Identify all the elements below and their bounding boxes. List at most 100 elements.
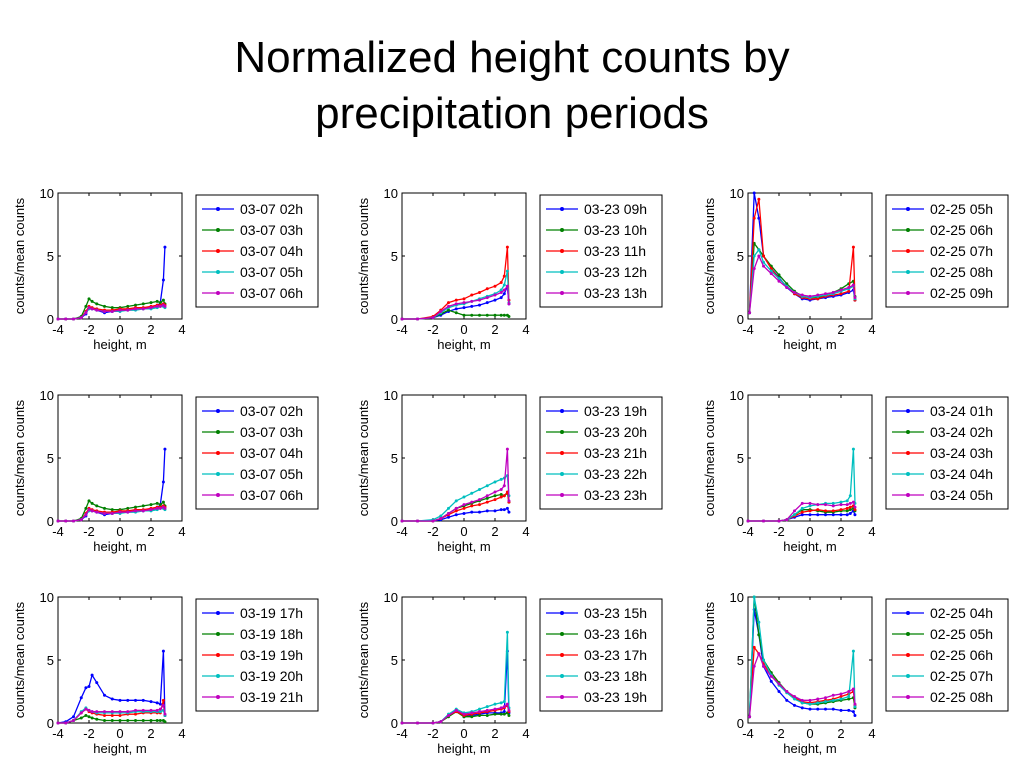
data-point	[853, 505, 857, 509]
data-point	[478, 707, 481, 711]
data-point	[134, 708, 137, 712]
data-point	[853, 296, 857, 300]
y-axis-label: counts/mean counts	[702, 601, 717, 718]
data-point	[845, 513, 849, 517]
legend-label: 02-25 05h	[930, 626, 993, 642]
legend-marker	[906, 409, 910, 413]
data-point	[95, 308, 99, 312]
legend-marker	[560, 611, 564, 615]
data-point	[478, 498, 481, 502]
x-axis-label: height, m	[783, 539, 836, 554]
data-point	[816, 701, 820, 705]
data-point	[848, 508, 852, 512]
legend-label: 03-23 10h	[584, 222, 647, 238]
data-point	[478, 503, 481, 507]
chart-panel-7: -4 -2 0 2 4 0 5 10 height, m counts/mean counts 03…	[12, 590, 319, 756]
data-point	[163, 304, 167, 308]
data-point	[462, 301, 466, 305]
data-point	[808, 698, 812, 702]
data-point	[502, 274, 506, 278]
x-axis-label: height, m	[437, 741, 490, 756]
data-point	[462, 306, 466, 310]
data-point	[816, 508, 820, 512]
legend-label: 03-23 21h	[584, 445, 647, 461]
data-point	[800, 698, 804, 702]
legend-label: 03-07 05h	[240, 466, 303, 482]
data-point	[793, 513, 796, 517]
data-point	[84, 311, 88, 315]
x-tick-label: 4	[868, 322, 875, 337]
x-tick-label: 4	[522, 322, 529, 337]
data-point	[757, 197, 761, 201]
legend-marker	[560, 409, 564, 413]
x-axis-label: height, m	[783, 337, 836, 352]
legend-label: 03-07 03h	[240, 222, 303, 238]
data-point	[95, 710, 99, 714]
data-point	[462, 495, 466, 499]
legend-marker	[560, 674, 564, 678]
legend-marker	[216, 409, 220, 413]
data-point	[752, 254, 756, 258]
data-point	[485, 500, 489, 504]
data-point	[808, 509, 812, 513]
y-tick-label: 0	[737, 312, 744, 327]
data-point	[845, 506, 849, 510]
data-point	[752, 595, 756, 599]
slide-title: Normalized height counts by precipitatio…	[0, 30, 1024, 142]
data-point	[155, 304, 159, 308]
data-point	[478, 291, 481, 295]
data-point	[853, 705, 857, 709]
data-point	[462, 503, 466, 507]
data-point	[87, 715, 91, 719]
data-point	[485, 296, 489, 300]
data-point	[103, 718, 106, 722]
legend-marker	[906, 674, 910, 678]
data-point	[141, 504, 145, 508]
legend-box	[885, 194, 1009, 308]
data-point	[118, 698, 122, 702]
x-tick-label: 2	[491, 322, 498, 337]
data-point	[72, 317, 75, 321]
data-point	[831, 504, 835, 508]
y-tick-label: 5	[737, 249, 744, 264]
legend-marker	[216, 270, 220, 274]
data-point	[839, 288, 843, 292]
data-point	[95, 504, 99, 508]
x-tick-label: -4	[396, 524, 408, 539]
x-tick-label: 0	[806, 322, 813, 337]
x-tick-label: -2	[83, 726, 95, 741]
legend-marker	[906, 207, 910, 211]
y-tick-label: 5	[737, 451, 744, 466]
data-point	[454, 302, 458, 306]
data-point	[757, 216, 761, 220]
legend-label: 03-19 17h	[240, 605, 303, 621]
data-point	[762, 519, 765, 523]
data-point	[762, 664, 765, 668]
data-point	[808, 504, 812, 508]
data-point	[493, 298, 497, 302]
data-point	[478, 303, 481, 307]
legend-label: 02-25 08h	[930, 264, 993, 280]
data-point	[161, 298, 165, 302]
data-point	[848, 501, 852, 505]
x-tick-label: 0	[460, 726, 467, 741]
legend-marker	[560, 249, 564, 253]
data-point	[126, 506, 130, 510]
data-point	[493, 293, 497, 297]
legend-marker	[560, 451, 564, 455]
legend-marker	[906, 653, 910, 657]
x-tick-label: 0	[806, 524, 813, 539]
data-point	[95, 717, 99, 721]
data-point	[824, 700, 827, 704]
data-point	[95, 302, 99, 306]
data-point	[470, 715, 474, 719]
data-point	[793, 291, 796, 295]
x-tick-label: 4	[178, 726, 185, 741]
data-point	[824, 292, 827, 296]
legend-label: 03-23 12h	[584, 264, 647, 280]
x-tick-label: 4	[522, 726, 529, 741]
data-point	[793, 703, 796, 707]
data-point	[502, 712, 506, 716]
legend-label: 03-23 16h	[584, 626, 647, 642]
legend-label: 02-25 06h	[930, 222, 993, 238]
